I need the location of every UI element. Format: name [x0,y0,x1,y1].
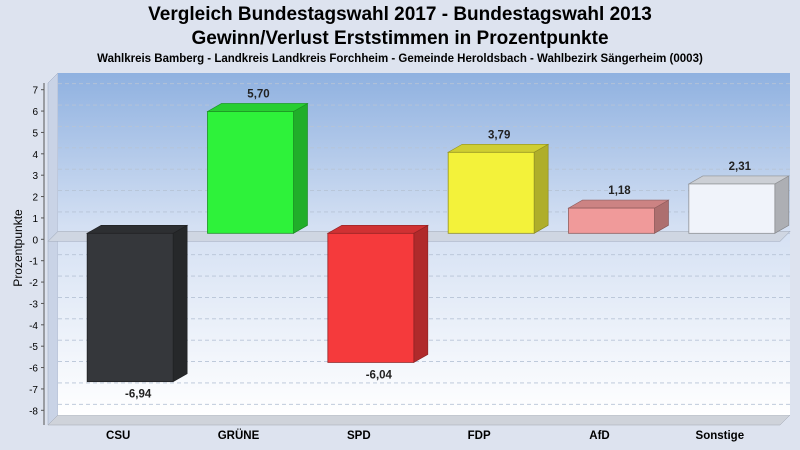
bar [447,151,535,234]
chart-title-line2: Gewinn/Verlust Erststimmen in Prozentpun… [191,28,609,49]
x-tick-label: FDP [468,430,491,442]
chart-subtitle: Wahlkreis Bamberg - Landkreis Landkreis … [97,53,703,65]
bar-top [447,144,550,153]
y-tick-label: -6 [29,364,38,375]
y-tick-label: 2 [32,193,38,204]
bar-top [567,199,670,209]
y-tick-label: -3 [29,299,38,310]
y-tick-label: 5 [32,128,38,139]
data-label: 2,31 [729,161,752,173]
bar-side [172,224,188,383]
y-tick-label: -2 [29,278,38,289]
bar-side [293,102,308,234]
y-tick-label: 0 [32,235,38,246]
bar-sonstige: 2,31 [687,161,790,234]
bar [207,111,294,234]
bar-top [86,225,189,234]
bar-fdp: 3,79 [447,129,550,234]
y-tick-label: -1 [29,257,38,268]
bar [86,232,174,383]
y-tick-label: 1 [32,214,38,225]
y-axis-label: Prozentpunkte [11,209,25,287]
data-label: 3,79 [488,129,510,141]
x-tick-label: AfD [589,430,609,442]
y-tick-label: -7 [29,385,38,396]
bar-side [774,175,790,234]
bar-side [413,224,429,363]
x-tick-label: Sonstige [696,430,745,442]
x-tick-label: CSU [106,430,130,442]
y-tick-label: -5 [29,342,38,353]
plot-side-wall [47,72,59,426]
y-tick-label: -4 [29,321,38,332]
chart-title: Vergleich Bundestagswahl 2017 - Bundesta… [148,4,652,25]
bar [688,183,776,234]
bar-afd: 1,18 [567,185,670,234]
y-tick-label: 7 [32,86,38,97]
data-label: -6,94 [125,389,152,401]
bar-side [533,143,549,234]
y-tick-label: 3 [32,171,38,182]
bar [568,207,655,234]
bar-spd: -6,04 [326,224,429,381]
bar-top [206,103,309,112]
bar-grne: 5,70 [206,88,309,234]
data-label: 5,70 [247,88,269,100]
x-tick-label: SPD [347,430,371,442]
y-tick-label: -8 [29,406,38,417]
bar-csu: -6,94 [86,224,189,401]
plot-floor [47,414,791,426]
y-tick-label: 6 [32,107,38,118]
bar-top [326,225,429,234]
y-tick-label: 4 [32,150,38,161]
data-label: 1,18 [608,185,631,197]
x-tick-label: GRÜNE [218,429,260,442]
data-label: -6,04 [366,369,393,381]
bar-top [687,175,790,185]
bar [327,232,415,363]
